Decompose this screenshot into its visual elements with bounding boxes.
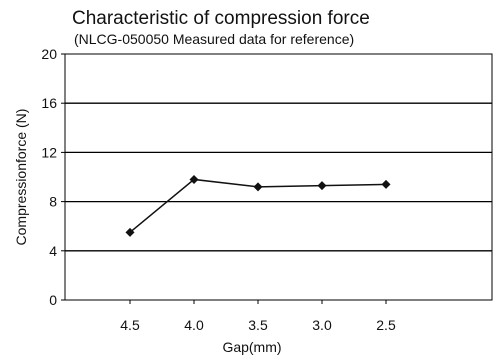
y-tick-label: 4 xyxy=(49,243,57,259)
plot-area-frame xyxy=(64,53,493,301)
data-point-marker xyxy=(253,182,263,192)
data-point-marker xyxy=(189,174,199,184)
y-tick-label: 8 xyxy=(49,194,57,210)
x-axis-ticks: 4.5 4.0 3.5 3.0 2.5 xyxy=(120,300,396,333)
x-tick-label: 3.0 xyxy=(312,317,332,333)
y-tick-label: 12 xyxy=(41,144,57,160)
y-tick-label: 16 xyxy=(41,95,57,111)
data-point-marker xyxy=(381,179,391,189)
y-tick-label: 0 xyxy=(49,292,57,308)
x-tick-label: 3.5 xyxy=(248,317,268,333)
chart-subtitle: (NLCG-050050 Measured data for reference… xyxy=(74,31,354,47)
x-tick-label: 4.0 xyxy=(184,317,204,333)
x-axis-label: Gap(mm) xyxy=(222,339,281,355)
data-point-marker xyxy=(317,181,327,191)
x-tick-label: 4.5 xyxy=(120,317,140,333)
chart-title: Characteristic of compression force xyxy=(72,8,370,29)
y-tick-label: 20 xyxy=(41,46,57,62)
y-axis-label: Compressionforce (N) xyxy=(13,109,29,246)
y-axis-ticks: 0 4 8 12 16 20 xyxy=(41,46,65,308)
data-point-marker xyxy=(125,227,135,237)
series-layer xyxy=(125,174,391,237)
x-tick-label: 2.5 xyxy=(376,317,396,333)
gridlines xyxy=(65,102,492,252)
